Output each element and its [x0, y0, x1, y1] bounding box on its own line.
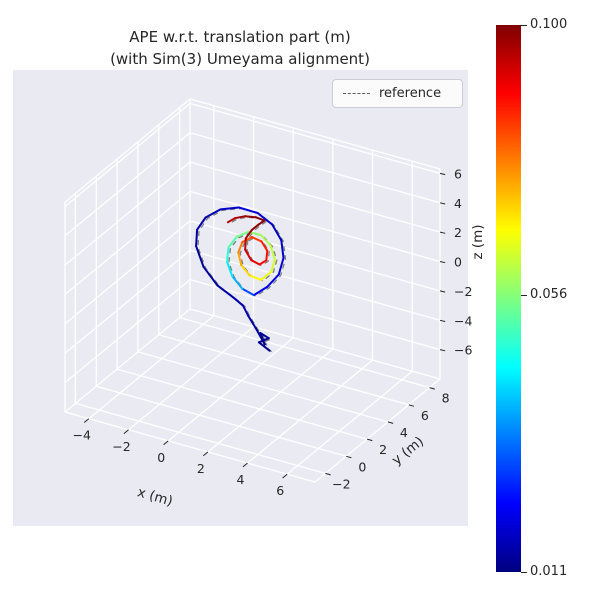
colorbar — [496, 25, 521, 572]
tick-marks — [83, 172, 446, 479]
z-tick-label: 0 — [454, 255, 462, 270]
reference-legend-label: reference — [379, 86, 442, 101]
plot-title: APE w.r.t. translation part (m) (with Si… — [0, 26, 480, 70]
z-tick-label: 2 — [454, 225, 462, 240]
axes-box-edges — [64, 98, 441, 483]
z-axis-label: z (m) — [470, 224, 486, 260]
plot-title-line1: APE w.r.t. translation part (m) — [129, 28, 351, 46]
z-tick-label: −6 — [454, 343, 472, 358]
x-tick-label: 2 — [197, 461, 205, 476]
trajectory-estimate — [195, 206, 285, 352]
y-tick-label: 8 — [442, 391, 450, 406]
colorbar-tick — [521, 571, 527, 573]
grid-lines — [64, 102, 441, 475]
y-tick-label: 2 — [379, 442, 387, 457]
x-tick-label: 6 — [276, 483, 284, 498]
colorbar-tick-label: 0.100 — [530, 17, 568, 32]
x-tick-label: −2 — [112, 439, 130, 454]
y-tick-label: 4 — [400, 425, 408, 440]
colorbar-tick-label: 0.056 — [530, 287, 568, 303]
z-tick-label: 4 — [454, 196, 462, 211]
colorbar-tick — [521, 24, 527, 26]
reference-legend-line-icon — [343, 93, 370, 94]
z-tick-label: 6 — [454, 166, 462, 181]
z-tick-label: −2 — [454, 284, 472, 299]
legend: reference — [332, 79, 463, 108]
colorbar-tick — [521, 294, 527, 296]
x-tick-label: −4 — [73, 428, 91, 443]
x-tick-label: 4 — [237, 472, 245, 487]
x-tick-label: 0 — [157, 450, 165, 465]
colorbar-tick-label: 0.011 — [530, 564, 568, 579]
y-tick-label: −2 — [332, 476, 350, 491]
z-tick-label: −4 — [454, 313, 472, 328]
y-tick-label: 6 — [421, 408, 429, 423]
plot-title-line2: (with Sim(3) Umeyama alignment) — [110, 50, 370, 68]
y-tick-label: 0 — [358, 459, 366, 474]
